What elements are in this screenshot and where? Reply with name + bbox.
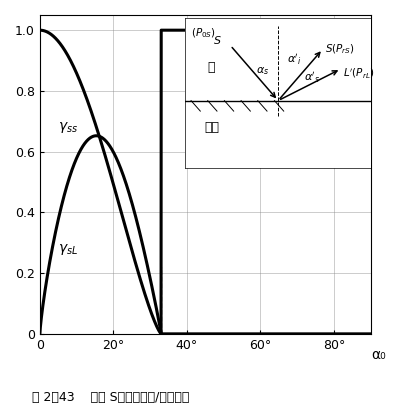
Text: α₀: α₀ (371, 348, 386, 362)
Text: $\gamma_{ss}$: $\gamma_{ss}$ (58, 120, 78, 135)
Text: 图 2－43    横波 S斜入射到钉/空气界面: 图 2－43 横波 S斜入射到钉/空气界面 (32, 391, 189, 404)
Text: $\gamma_{sL}$: $\gamma_{sL}$ (58, 242, 78, 257)
